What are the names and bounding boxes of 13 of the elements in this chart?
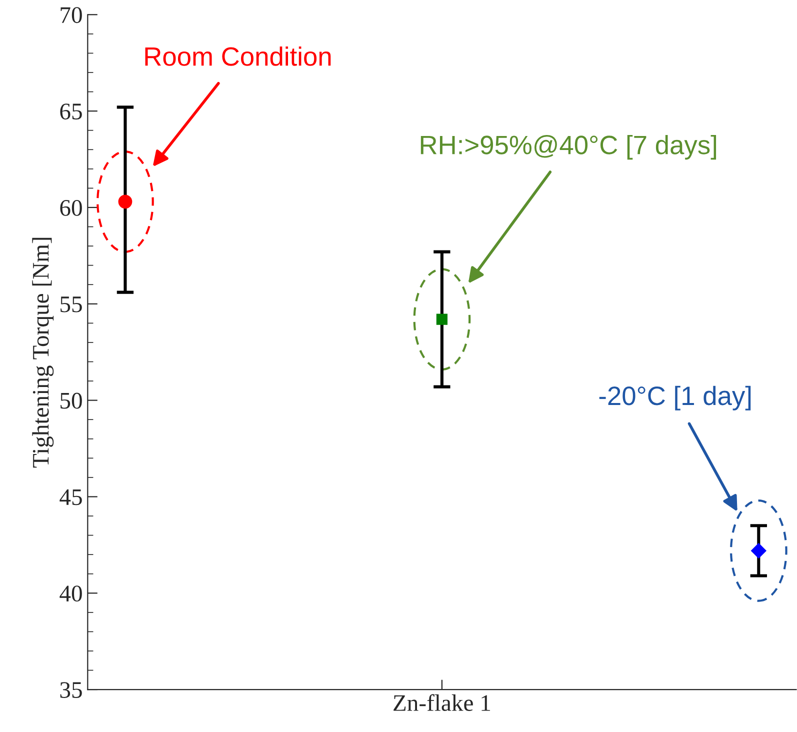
annotation: -20°C [1 day] <box>599 386 751 410</box>
y-tick-label: 35 <box>60 682 82 698</box>
x-tick-label: Zn-flake 1 <box>394 694 490 712</box>
y-tick-label: 70 <box>60 7 82 24</box>
y-tick-label: 45 <box>60 489 82 506</box>
annotation: Room Condition <box>145 46 331 66</box>
y-tick-label: 65 <box>60 104 82 120</box>
y-tick-label: 60 <box>60 200 82 216</box>
annotation: RH:>95%@40°C [7 days] <box>420 134 716 160</box>
y-tick-label: 55 <box>60 296 82 312</box>
y-tick-label: 40 <box>60 586 82 602</box>
y-tick-label: 50 <box>60 392 82 409</box>
y-axis-title: Tightening Torque [Nm] <box>32 238 54 468</box>
